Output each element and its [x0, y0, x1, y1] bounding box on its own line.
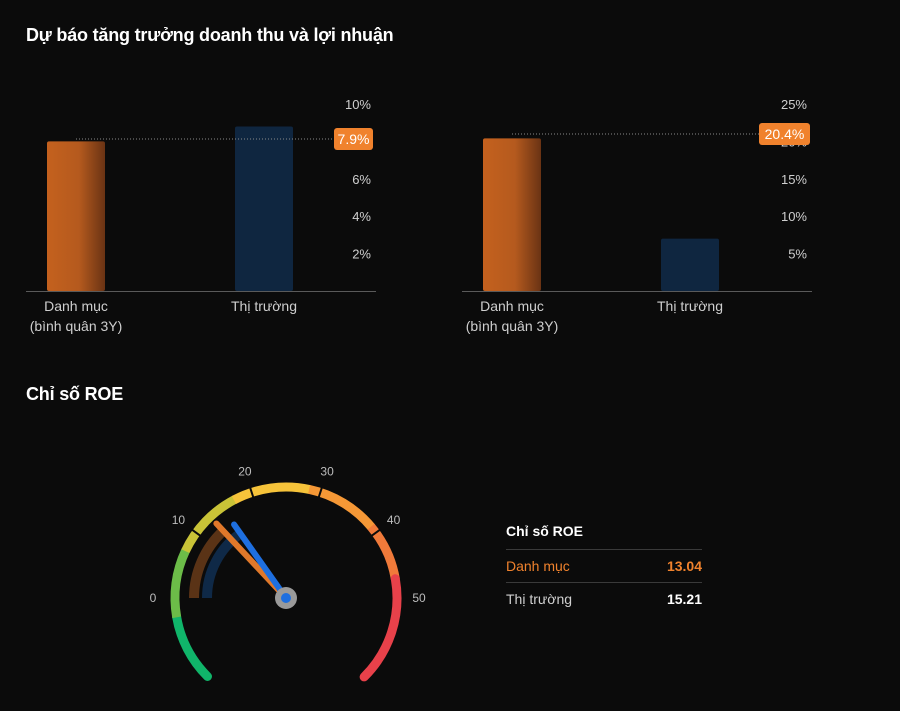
- marker-label-1: 20.4%: [765, 126, 805, 142]
- gauge-tick-1: [191, 529, 201, 537]
- gauge-scale-arc-0: [172, 612, 212, 681]
- gauge-scale-arc-6: [359, 574, 402, 682]
- marker-label-0: 7.9%: [338, 131, 370, 147]
- gauge-scale-arc-1: [170, 548, 190, 619]
- gauge-tick-label-5: 50: [412, 591, 426, 605]
- roe-gauge: 0 10 20 30 40 50: [150, 465, 426, 682]
- bar-chart-revenue: 2% 4% 6% 10% Danh mục (bình quân 3Y) Thị trườn…: [26, 97, 376, 334]
- gauge-scale-arc-2: [181, 495, 237, 554]
- category-label-1-0-1: (bình quân 3Y): [466, 318, 559, 334]
- roe-table: Chỉ số ROE Danh mục 13.04 Thị trường 15.…: [506, 520, 702, 615]
- category-label-1-1-0: Thị trường: [657, 298, 723, 314]
- y-tick-1-4: 25%: [781, 97, 807, 112]
- y-tick-0-0: 2%: [352, 247, 371, 262]
- gauge-portfolio-arc: [189, 527, 227, 599]
- gauge-scale-arc-4: [308, 484, 375, 531]
- category-label-0-0-0: Danh mục: [44, 298, 108, 314]
- y-tick-1-1: 10%: [781, 209, 807, 224]
- bar-0-1: [235, 126, 293, 291]
- y-tick-1-0: 5%: [788, 247, 807, 262]
- gauge-tick-label-1: 10: [172, 513, 186, 527]
- gauge-tick-label-0: 0: [150, 591, 157, 605]
- roe-row-market: Thị trường 15.21: [506, 583, 702, 615]
- gauge-needle-market: [231, 521, 289, 601]
- roe-portfolio-value: 13.04: [666, 558, 702, 574]
- roe-market-label: Thị trường: [506, 591, 573, 607]
- bar-1-0: [483, 138, 541, 291]
- category-label-0-1-0: Thị trường: [231, 298, 297, 314]
- bar-chart-profit: 5%10%15%20%25%Danh mục(bình quân 3Y)Thị …: [462, 97, 812, 334]
- y-tick-0-2: 6%: [352, 172, 371, 187]
- bar-1-1: [661, 238, 719, 291]
- gauge-tick-4: [371, 529, 381, 537]
- gauge-tick-label-3: 30: [320, 465, 334, 479]
- gauge-tick-3: [317, 487, 323, 498]
- gauge-tick-2: [249, 487, 255, 498]
- growth-forecast-title: Dự báo tăng trưởng doanh thu và lợi nhuậ…: [26, 25, 394, 45]
- marker-badge-1: [759, 123, 810, 145]
- category-label-0-0-1: (bình quân 3Y): [30, 318, 123, 334]
- gauge-tick-label-2: 20: [238, 465, 252, 479]
- marker-badge-0: [334, 128, 373, 150]
- bar-0-0: [47, 141, 105, 291]
- roe-row-portfolio: Danh mục 13.04: [506, 550, 702, 583]
- gauge-scale-arc-3: [231, 482, 311, 505]
- gauge-hub-center: [281, 593, 291, 603]
- gauge-tick-label-4: 40: [387, 513, 401, 527]
- y-tick-0-3: 10%: [345, 97, 371, 112]
- y-tick-0-1: 4%: [352, 209, 371, 224]
- roe-portfolio-label: Danh mục: [506, 558, 570, 574]
- roe-table-header: Chỉ số ROE: [506, 520, 702, 550]
- category-label-1-0-0: Danh mục: [480, 298, 544, 314]
- y-tick-1-2: 15%: [781, 172, 807, 187]
- roe-market-value: 15.21: [666, 591, 702, 607]
- roe-title: Chỉ số ROE: [26, 384, 124, 404]
